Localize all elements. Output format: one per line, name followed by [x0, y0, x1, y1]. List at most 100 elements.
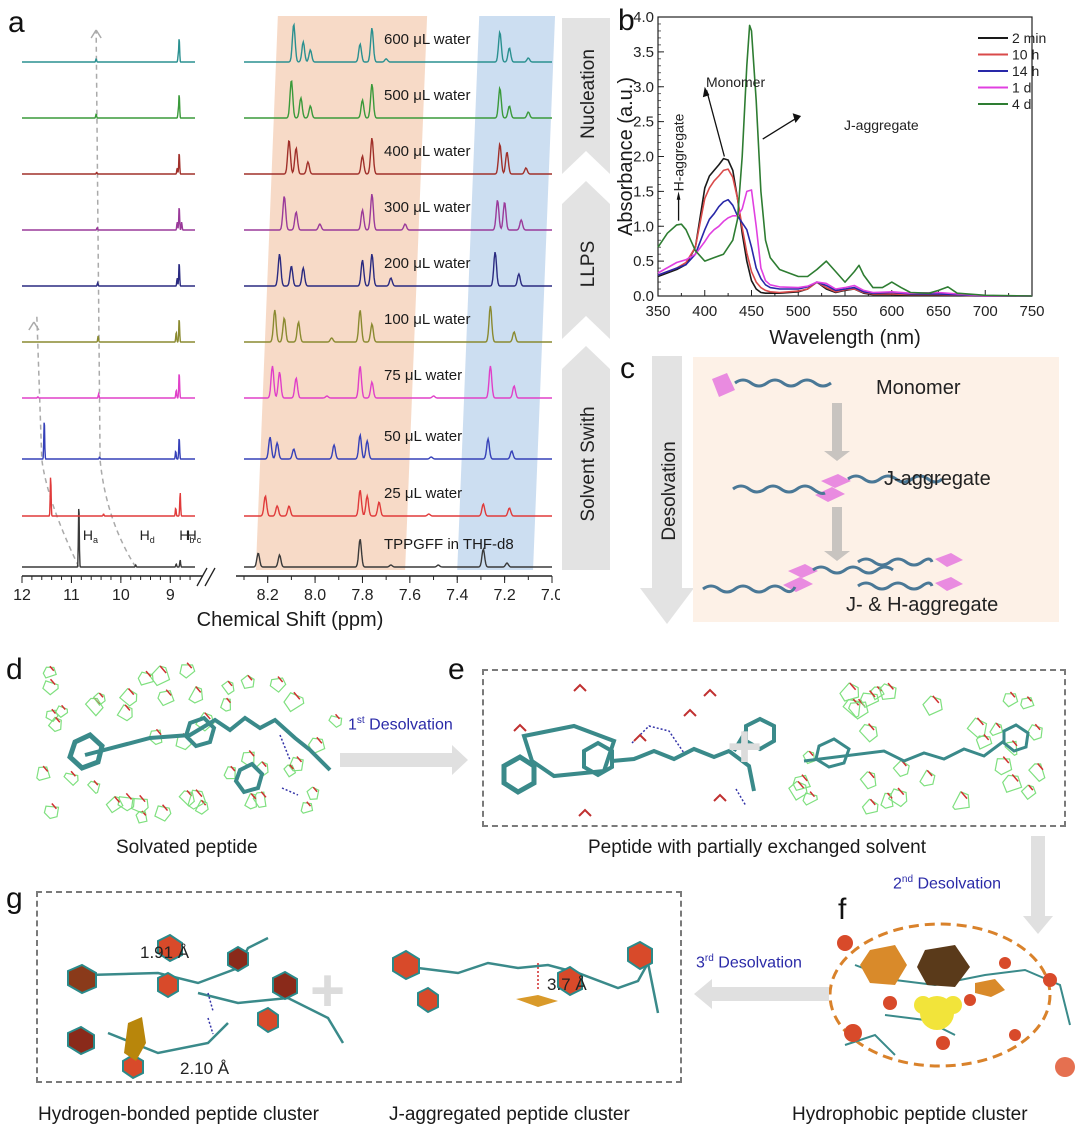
- legend-label: 1 d: [1012, 80, 1031, 96]
- solvent-molecule: [859, 692, 880, 709]
- stage-label-solvent-switch: Solvent Swith: [578, 406, 599, 521]
- solvent-molecule: [135, 810, 148, 824]
- solvent-oxygen: [808, 750, 814, 757]
- legend-label: 10 h: [1012, 47, 1039, 63]
- solvent-molecule: [792, 774, 812, 792]
- solvent-molecule: [244, 792, 258, 810]
- solvent-oxygen: [51, 708, 57, 715]
- solvent-oxygen: [1011, 740, 1018, 747]
- distance-label-3: 3.7 Å: [547, 975, 587, 994]
- solvent-oxygen: [61, 704, 66, 711]
- solvent-molecule: [187, 789, 207, 810]
- solvent-oxygen: [869, 690, 876, 698]
- nmr-trace-8-left: [22, 95, 195, 119]
- solvent-oxygen: [49, 678, 56, 686]
- solvent-molecule: [137, 671, 154, 686]
- nmr-trace-5-left: [22, 264, 195, 287]
- legend-label: 14 h: [1012, 63, 1039, 79]
- arrowhead-hd: [90, 29, 102, 39]
- solvent-molecule: [922, 695, 943, 716]
- x-tick-label: 600: [879, 303, 904, 320]
- solvent-molecule: [105, 795, 124, 814]
- solvent-molecule: [63, 772, 79, 787]
- y-tick-label: 4.0: [633, 9, 654, 26]
- x-tick-label: 500: [786, 303, 811, 320]
- solvent-oxygen: [93, 780, 99, 786]
- solvent-molecule: [1020, 784, 1037, 801]
- solvent-molecule: [86, 780, 101, 795]
- highlight-band-orange: [255, 16, 428, 570]
- label-j-aggregate: J-aggregate: [884, 468, 991, 490]
- caption-hydrogen-bonded-cluster: Hydrogen-bonded peptide cluster: [38, 1104, 319, 1125]
- cluster-highlight-circle: [828, 922, 1052, 1068]
- solvent-molecule: [188, 685, 204, 704]
- distance-label-2: 2.10 Å: [180, 1059, 230, 1078]
- desolvation-step-1-arrow: [340, 745, 468, 775]
- solvent-oxygen: [868, 723, 875, 731]
- monomer-illustration: [712, 373, 832, 397]
- arrowhead: [702, 86, 710, 98]
- desolvation-step-3-arrow: [694, 979, 829, 1009]
- nmr-series-label: 200 μL water: [384, 255, 470, 272]
- solvent-molecule: [269, 677, 287, 693]
- solvent-molecule: [1002, 774, 1023, 793]
- nmr-trace-3-left: [22, 374, 195, 399]
- solvent-oxygen: [797, 780, 805, 789]
- solvent-oxygen: [42, 765, 49, 772]
- x-tick-label: 350: [645, 303, 670, 320]
- nmr-series-label: 400 μL water: [384, 143, 470, 160]
- solvent-molecule: [975, 735, 993, 750]
- uv-series-line-4: [657, 24, 1033, 297]
- solvent-molecule: [288, 756, 304, 772]
- solvent-oxygen: [293, 691, 301, 700]
- nmr-series-label: 75 μL water: [384, 367, 462, 384]
- label-jh-aggregate: J- & H-aggregate: [846, 594, 999, 616]
- j-aggregate-illustration: [732, 474, 944, 502]
- solvent-molecule: [1026, 724, 1043, 741]
- solvent-oxygen: [1011, 774, 1019, 782]
- arrowhead: [792, 113, 802, 124]
- solvent-oxygen: [1028, 784, 1034, 791]
- nmr-trace-8-right: [244, 80, 552, 119]
- partially-exchanged-models: +: [501, 682, 1046, 817]
- x-tick-label: 7.2: [493, 587, 515, 604]
- stage-label-llps: LLPS: [578, 241, 599, 287]
- solvent-molecule: [219, 698, 232, 712]
- solvent-molecule: [283, 692, 305, 713]
- solvent-oxygen: [139, 794, 146, 803]
- shift-trace-ha: [36, 315, 80, 568]
- solvent-molecule: [848, 701, 869, 720]
- panel-label-c: c: [620, 352, 635, 385]
- desolvation-step-1-label: 1st Desolvation: [348, 715, 453, 734]
- nmr-trace-5-right: [244, 251, 552, 287]
- panel-label-f: f: [838, 893, 847, 926]
- panel-label-b: b: [618, 4, 635, 37]
- solvent-oxygen: [248, 750, 255, 757]
- solvent-molecule: [802, 792, 818, 806]
- nmr-trace-4-left: [22, 320, 195, 343]
- caption-partially-exchanged: Peptide with partially exchanged solvent: [588, 837, 926, 858]
- solvent-molecule: [194, 799, 209, 815]
- solvent-molecule: [300, 802, 314, 814]
- annotation-arrow-j: [762, 117, 797, 140]
- solvent-oxygen: [127, 688, 135, 696]
- solvent-oxygen: [227, 680, 233, 687]
- caption-hydrophobic-cluster: Hydrophobic peptide cluster: [792, 1104, 1028, 1125]
- jh-aggregate-illustration: [702, 553, 963, 594]
- nmr-series-label: 100 μL water: [384, 311, 470, 328]
- peptide-water-model: [501, 716, 776, 795]
- solvent-molecule: [966, 717, 988, 739]
- solvent-oxygen: [960, 791, 968, 800]
- solvent-molecule: [788, 780, 808, 801]
- solvent-molecule: [919, 769, 936, 787]
- solvent-oxygen: [230, 765, 236, 772]
- solvent-oxygen: [1009, 691, 1016, 698]
- y-tick-label: 2.0: [633, 149, 654, 166]
- y-tick-label: 2.5: [633, 114, 654, 131]
- solvent-oxygen: [49, 665, 55, 672]
- solvent-oxygen: [114, 796, 121, 803]
- x-tick-label: 400: [692, 303, 717, 320]
- stage-arrow-solvent-switch: [562, 346, 610, 570]
- solvent-molecule: [45, 709, 59, 723]
- solvent-oxygen: [141, 810, 147, 816]
